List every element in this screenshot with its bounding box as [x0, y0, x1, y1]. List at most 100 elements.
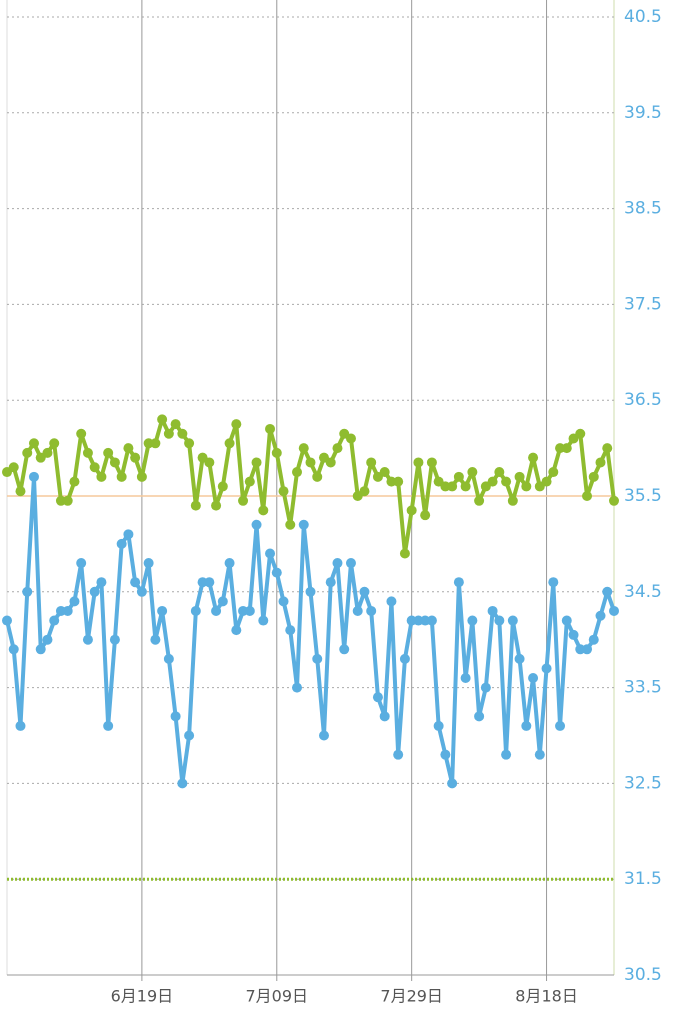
point: [96, 471, 107, 482]
point: [312, 471, 323, 482]
point: [42, 447, 53, 458]
point: [285, 519, 296, 530]
point: [123, 529, 134, 540]
point: [224, 558, 235, 569]
point: [602, 443, 613, 454]
point: [460, 481, 471, 492]
point: [487, 605, 498, 616]
point: [116, 538, 127, 549]
point: [177, 778, 188, 789]
point: [96, 577, 107, 588]
point: [507, 615, 518, 626]
point: [467, 467, 478, 478]
point: [35, 644, 46, 655]
point: [184, 730, 195, 741]
point: [82, 447, 93, 458]
point: [136, 586, 147, 597]
point: [271, 567, 282, 578]
point: [501, 476, 512, 487]
point: [561, 615, 572, 626]
point: [238, 495, 249, 506]
point: [211, 605, 222, 616]
x-tick-label: 6月19日: [111, 987, 174, 1006]
y-tick-label: 38.5: [624, 199, 662, 219]
point: [28, 438, 39, 449]
y-tick-label: 32.5: [624, 773, 662, 793]
y-tick-label: 33.5: [624, 678, 662, 698]
y-tick-label: 40.5: [624, 7, 662, 27]
point: [298, 443, 309, 454]
point: [447, 778, 458, 789]
point: [588, 634, 599, 645]
y-tick-label: 36.5: [624, 390, 662, 410]
point: [447, 481, 458, 492]
point: [406, 505, 417, 516]
point: [467, 615, 478, 626]
point: [325, 457, 336, 468]
point: [69, 476, 80, 487]
point: [548, 577, 559, 588]
point: [305, 457, 316, 468]
point: [393, 476, 404, 487]
point: [487, 476, 498, 487]
point: [474, 495, 485, 506]
point: [555, 720, 566, 731]
point: [366, 605, 377, 616]
point: [136, 471, 147, 482]
point: [28, 471, 39, 482]
point: [150, 438, 161, 449]
point: [292, 682, 303, 693]
point: [170, 711, 181, 722]
point: [453, 577, 464, 588]
point: [528, 452, 539, 463]
point: [609, 495, 619, 506]
point: [332, 558, 343, 569]
point: [103, 720, 114, 731]
point: [163, 428, 174, 439]
point: [501, 749, 512, 760]
point: [231, 625, 242, 636]
point: [609, 605, 619, 616]
point: [109, 457, 120, 468]
point: [595, 457, 606, 468]
point: [366, 457, 377, 468]
point: [15, 486, 26, 497]
point: [514, 471, 525, 482]
x-tick-label: 7月29日: [380, 987, 443, 1006]
y-tick-label: 39.5: [624, 103, 662, 123]
point: [359, 486, 370, 497]
point: [433, 720, 444, 731]
point: [507, 495, 518, 506]
point: [224, 438, 235, 449]
point: [49, 438, 60, 449]
point: [575, 428, 586, 439]
point: [588, 471, 599, 482]
point: [521, 720, 532, 731]
point: [22, 447, 33, 458]
x-tick-label: 7月09日: [246, 987, 309, 1006]
point: [15, 720, 26, 731]
point: [123, 443, 134, 454]
point: [318, 730, 329, 741]
point: [184, 438, 195, 449]
point: [8, 644, 19, 655]
point: [244, 605, 255, 616]
point: [386, 596, 397, 607]
point: [426, 457, 437, 468]
y-tick-label: 37.5: [624, 294, 662, 314]
series-line: [5, 474, 616, 786]
point: [568, 629, 579, 640]
point: [312, 653, 323, 664]
point: [345, 433, 356, 444]
point: [89, 586, 100, 597]
point: [494, 467, 505, 478]
point: [22, 586, 33, 597]
point: [278, 486, 289, 497]
point: [258, 615, 269, 626]
point: [420, 510, 431, 521]
point: [109, 634, 120, 645]
point: [103, 447, 114, 458]
point: [325, 577, 336, 588]
point: [190, 500, 201, 511]
